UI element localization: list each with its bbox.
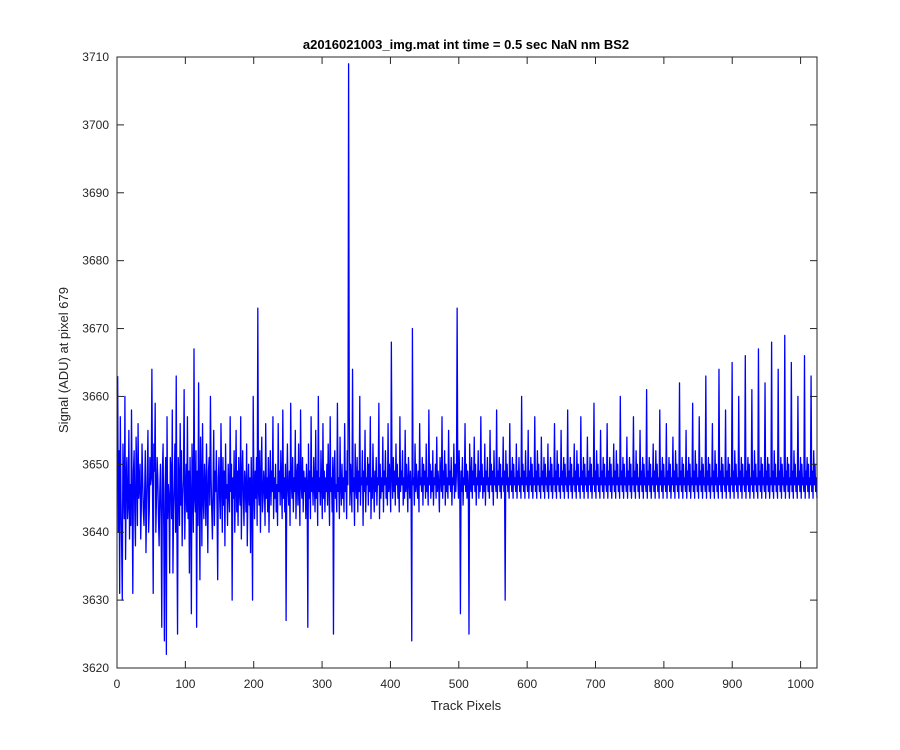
plot-frame bbox=[116, 56, 818, 669]
x-tick-label: 400 bbox=[380, 677, 400, 691]
x-tick-label: 200 bbox=[244, 677, 264, 691]
y-tick-label: 3660 bbox=[82, 389, 109, 403]
y-tick-label: 3680 bbox=[82, 254, 109, 268]
x-tick-label: 1000 bbox=[787, 677, 814, 691]
y-axis-title: Signal (ADU) at pixel 679 bbox=[56, 287, 71, 433]
y-tick-label: 3710 bbox=[82, 50, 109, 64]
series-line bbox=[117, 63, 818, 656]
x-tick-label: 800 bbox=[654, 677, 674, 691]
x-axis: 0 100 200 300 400 500 600 700 800 900 1000 bbox=[114, 57, 814, 691]
y-tick-label: 3690 bbox=[82, 186, 109, 200]
y-tick-label: 3630 bbox=[82, 593, 109, 607]
x-axis-title: Track Pixels bbox=[431, 698, 502, 713]
chart-title: a2016021003_img.mat int time = 0.5 sec N… bbox=[303, 37, 629, 52]
y-axis: 3620 3630 3640 3650 3660 3670 3680 3690 3700 3710 bbox=[82, 50, 817, 675]
y-tick-label: 3670 bbox=[82, 322, 109, 336]
y-tick-label: 3640 bbox=[82, 525, 109, 539]
x-tick-label: 900 bbox=[722, 677, 742, 691]
x-tick-label: 0 bbox=[114, 677, 121, 691]
y-tick-label: 3700 bbox=[82, 118, 109, 132]
x-tick-label: 600 bbox=[517, 677, 537, 691]
x-tick-label: 700 bbox=[586, 677, 606, 691]
y-tick-label: 3620 bbox=[82, 661, 109, 675]
x-tick-label: 100 bbox=[175, 677, 195, 691]
x-tick-label: 300 bbox=[312, 677, 332, 691]
y-tick-label: 3650 bbox=[82, 457, 109, 471]
x-tick-label: 500 bbox=[449, 677, 469, 691]
plot-area bbox=[116, 56, 818, 669]
